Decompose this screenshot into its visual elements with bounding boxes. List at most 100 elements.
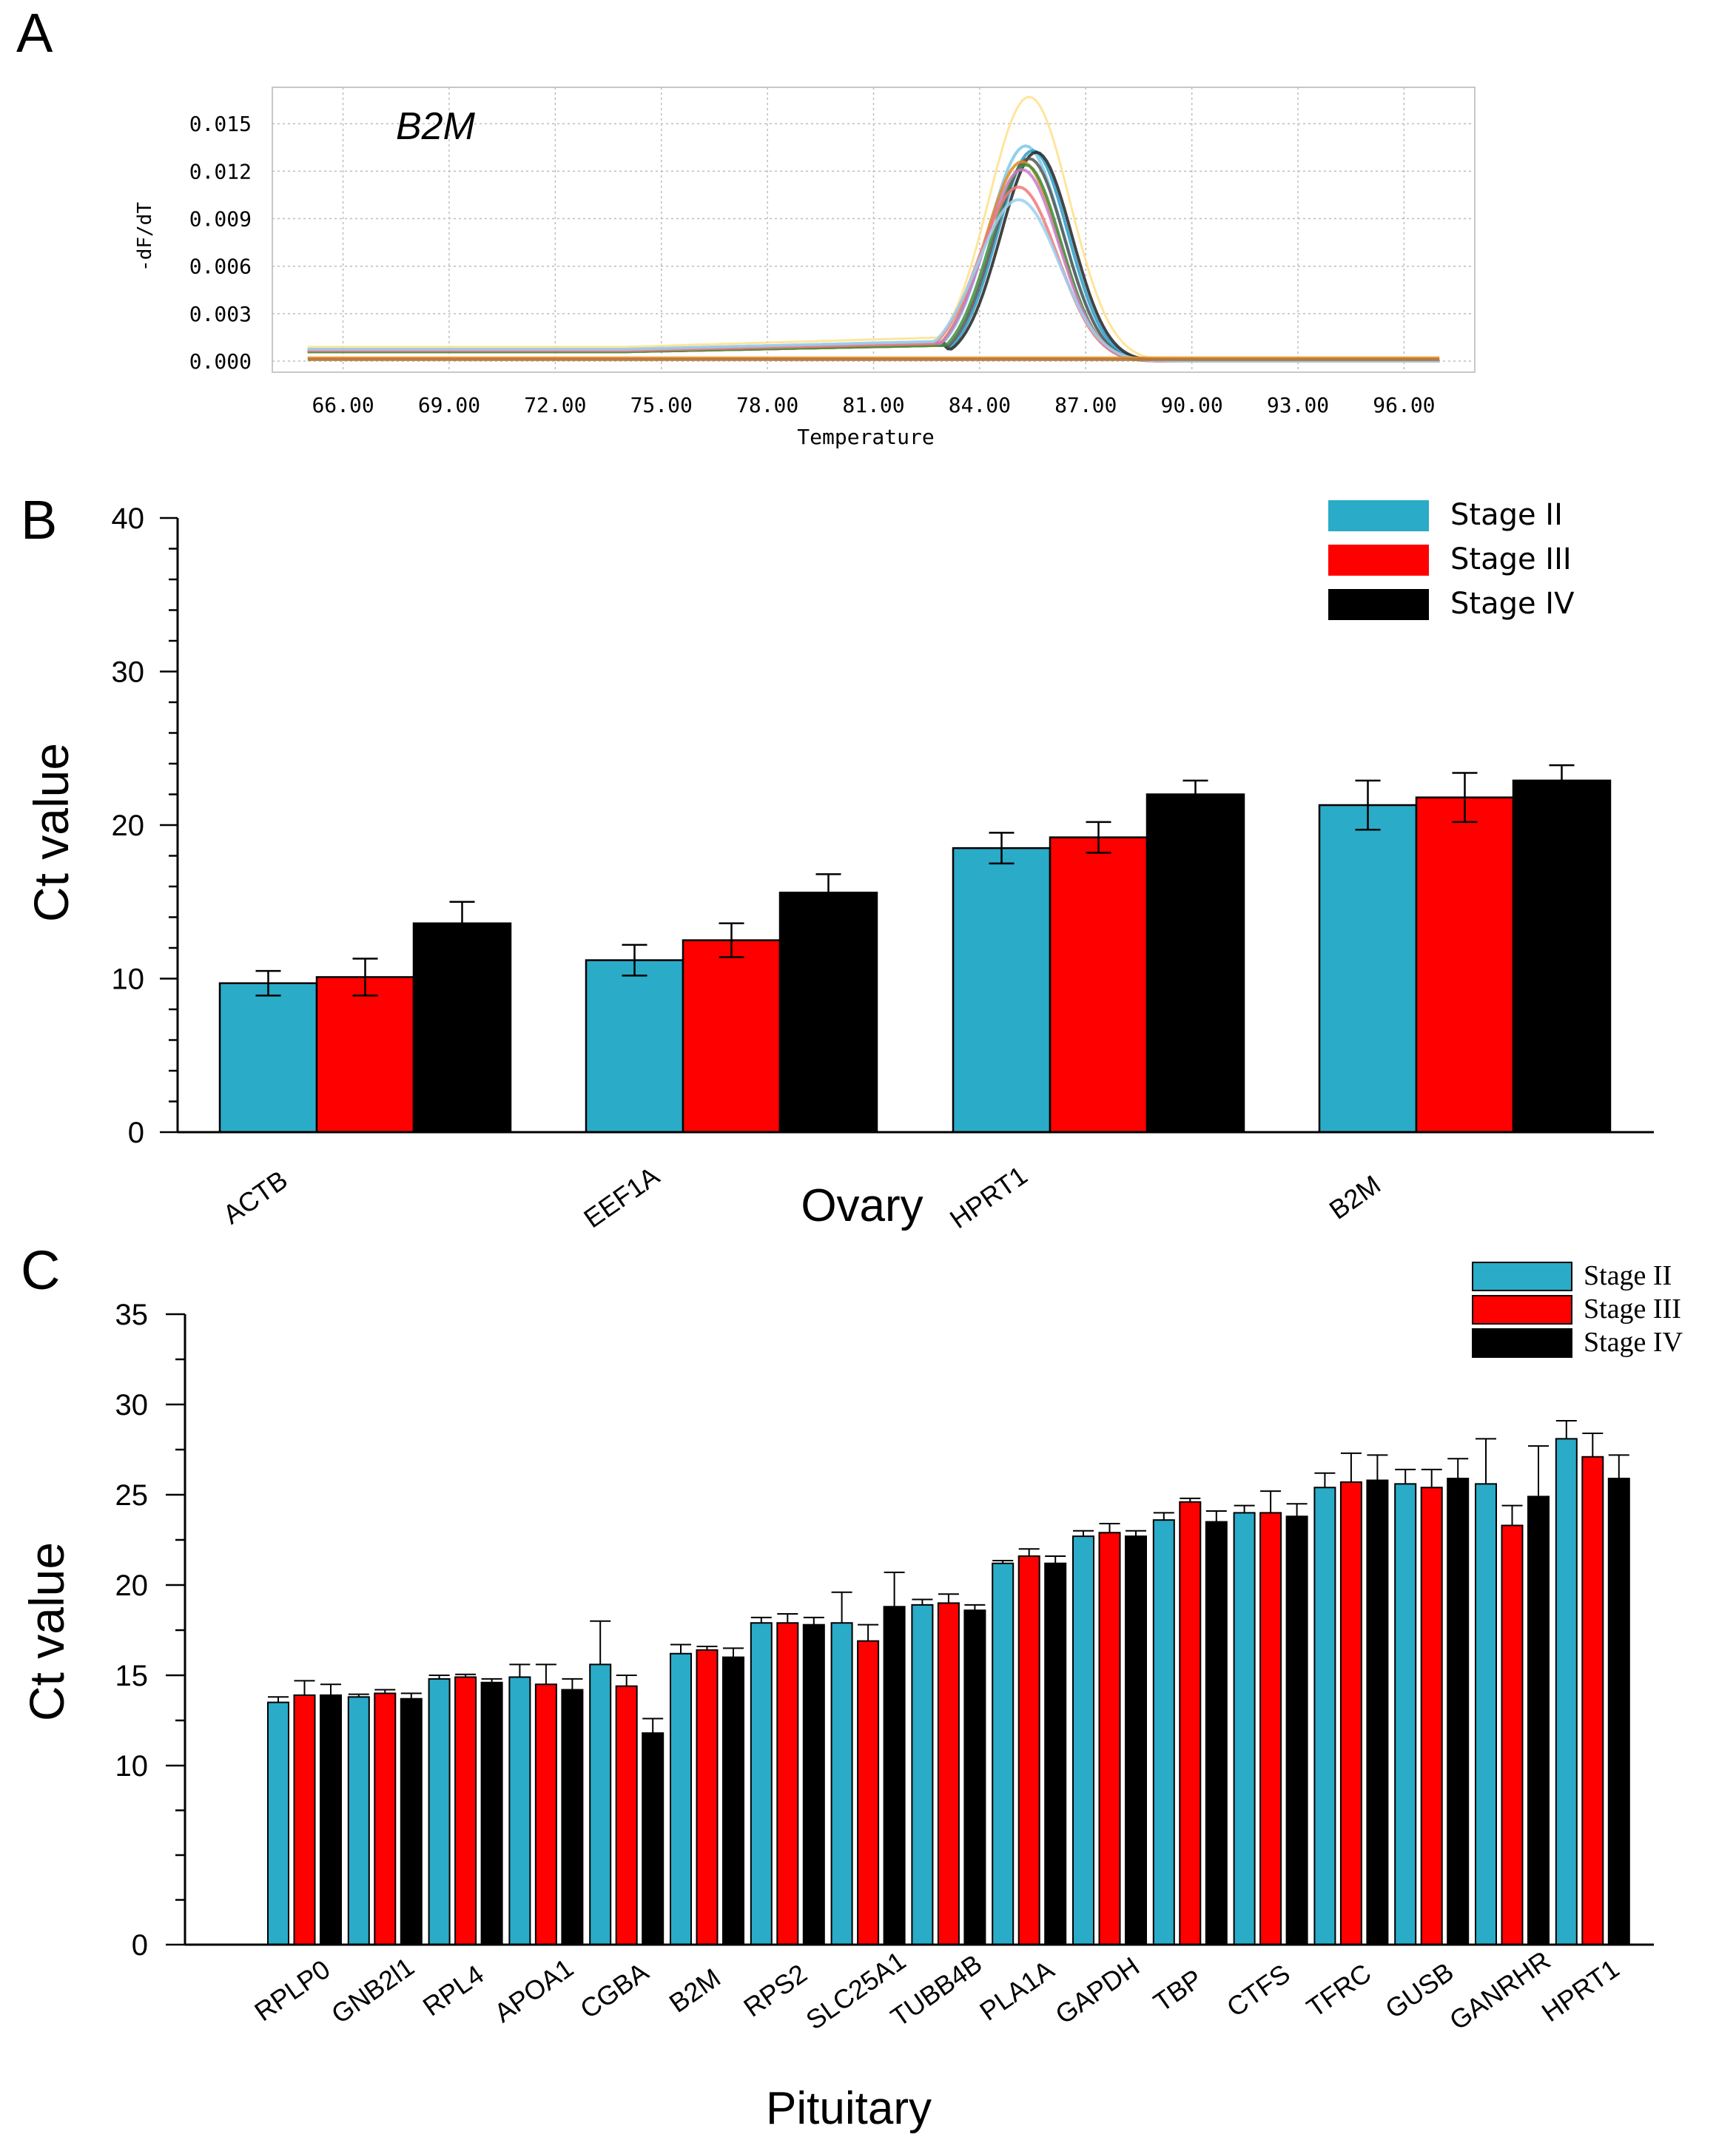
panel-b-bar	[1415, 796, 1515, 1134]
panel-c-bar	[1447, 1478, 1470, 1946]
panel-c-bar	[480, 1681, 503, 1945]
panel-c-bar	[963, 1609, 986, 1945]
panel-c-bar	[992, 1562, 1015, 1945]
panel-c-bar	[400, 1697, 423, 1945]
panel-a-grid	[272, 87, 1475, 372]
panel-c-bar	[1475, 1483, 1497, 1945]
panel-c-bar	[374, 1692, 397, 1945]
panel-c-bar	[428, 1678, 451, 1945]
panel-c-y-tick-label: 30	[115, 1389, 149, 1421]
panel-b-bar	[315, 976, 415, 1134]
panel-c-bar	[1394, 1483, 1417, 1945]
panel-a-x-tick-label: 78.00	[736, 393, 798, 417]
panel-c-legend-label: Stage II	[1584, 1260, 1672, 1291]
panel-c-bar	[802, 1623, 825, 1945]
panel-a-x-ticks: 66.00 69.00 72.00 75.00 78.00 81.00 84.00 87.00…	[312, 393, 1435, 417]
panel-c-bar	[1501, 1524, 1524, 1945]
panel-c-bar	[1555, 1438, 1578, 1945]
panel-b-bar	[1049, 836, 1148, 1134]
panel-c-x-tick-label: RPL4	[417, 1959, 489, 2022]
panel-c-x-tick-label: CGBA	[574, 1956, 653, 2025]
panel-c-y-tick-label: 15	[115, 1660, 149, 1692]
panel-c-y-ticks: 0 10 15 20 25 30 35	[115, 1299, 149, 1962]
panel-b-bar	[682, 939, 781, 1134]
panel-c-x-tick-label: RPLP0	[249, 1954, 335, 2027]
panel-c-x-tick-label: CTFS	[1221, 1958, 1296, 2023]
panel-a-x-tick-label: 66.00	[312, 393, 374, 417]
panel-b-bar	[1318, 804, 1418, 1134]
panel-c-y-tick-label: 25	[115, 1479, 149, 1512]
panel-a-x-tick-label: 93.00	[1267, 393, 1329, 417]
panel-c-legend-label: Stage III	[1584, 1293, 1681, 1325]
panel-c-x-axis-label: Pituitary	[766, 2083, 932, 2134]
panel-c-bar	[615, 1685, 638, 1945]
panel-c-y-tick-label: 20	[115, 1569, 149, 1602]
panel-c-bar	[883, 1606, 906, 1946]
panel-b-bar	[585, 959, 684, 1134]
panel-a-y-axis-label: -dF/dT	[134, 202, 156, 272]
panel-a-x-tick-label: 84.00	[949, 393, 1011, 417]
panel-b-x-tick-label: HPRT1	[944, 1160, 1033, 1234]
panel-b-y-ticks: 0 10 20 30 40	[112, 502, 145, 1149]
panel-c-bars	[267, 1419, 1630, 1946]
panel-c-bar	[1233, 1512, 1256, 1945]
panel-b-axes	[160, 517, 1654, 1134]
panel-a-y-tick-label: 0.009	[189, 207, 252, 232]
panel-c-bar	[1017, 1555, 1040, 1945]
panel-a-curve	[307, 198, 1440, 363]
panel-a-x-tick-label: 69.00	[418, 393, 480, 417]
panel-c-axes	[166, 1313, 1654, 1946]
panel-c-x-tick-label: GNB2l1	[326, 1951, 420, 2030]
panel-b-bar-chart: 0 10 20 30 40 ACTB EEF1A HPRT1 B2M Ct value Ova…	[24, 498, 1654, 1234]
panel-b-bar	[412, 922, 512, 1134]
panel-c-bar	[1044, 1562, 1067, 1945]
panel-c-x-tick-label: TBP	[1148, 1963, 1208, 2018]
panel-c-label: C	[21, 1239, 60, 1301]
panel-b-legend-label: Stage II	[1450, 498, 1563, 532]
panel-b-bars	[218, 764, 1612, 1134]
panel-c-bar	[1285, 1515, 1308, 1945]
panel-c-bar	[1072, 1535, 1094, 1946]
panel-c-bar	[1259, 1512, 1282, 1945]
panel-c-bar	[1313, 1487, 1336, 1945]
panel-b-y-axis-label: Ct value	[24, 743, 78, 922]
panel-c-y-tick-label: 35	[115, 1299, 149, 1331]
panel-c-legend-swatch	[1472, 1295, 1572, 1325]
panel-c-x-tick-label: GAPDH	[1050, 1951, 1145, 2030]
panel-b-bar	[218, 982, 318, 1134]
panel-c-x-tick-label: B2M	[664, 1962, 726, 2019]
panel-c-y-tick-label: 0	[132, 1929, 148, 1962]
panel-b-legend-swatch	[1328, 545, 1429, 576]
panel-c-bar	[508, 1676, 531, 1945]
panel-a-y-tick-label: 0.015	[189, 112, 252, 136]
panel-c-bar	[589, 1663, 612, 1946]
panel-b-y-tick-label: 20	[112, 810, 145, 842]
panel-c-bar	[1581, 1456, 1604, 1945]
panel-c-bar	[454, 1676, 477, 1945]
panel-c-bar	[696, 1649, 719, 1946]
panel-c-bar	[642, 1732, 665, 1946]
panel-c-bar	[722, 1656, 744, 1946]
panel-b-legend-label: Stage IV	[1450, 587, 1575, 621]
panel-c-bar	[937, 1602, 960, 1945]
panel-c-bar	[1339, 1481, 1362, 1946]
panel-c-bar	[1152, 1519, 1175, 1945]
panel-b-bar	[952, 847, 1052, 1134]
panel-c-bar	[1607, 1478, 1630, 1946]
panel-a-x-tick-label: 87.00	[1054, 393, 1117, 417]
panel-a-label: A	[16, 2, 53, 64]
panel-c-bar	[347, 1696, 370, 1946]
panel-b-x-tick-label: EEF1A	[578, 1160, 665, 1234]
panel-b-legend-label: Stage III	[1450, 542, 1572, 576]
panel-b-y-tick-label: 30	[112, 656, 145, 689]
panel-c-bar	[750, 1622, 773, 1945]
panel-c-legend-label: Stage IV	[1584, 1327, 1683, 1358]
panel-a-y-tick-label: 0.003	[189, 302, 252, 326]
panel-a-x-axis-label: Temperature	[797, 425, 934, 449]
panel-c-bar	[320, 1694, 342, 1946]
panel-c-y-axis-label: Ct value	[19, 1542, 74, 1721]
panel-c-bar	[911, 1604, 934, 1946]
